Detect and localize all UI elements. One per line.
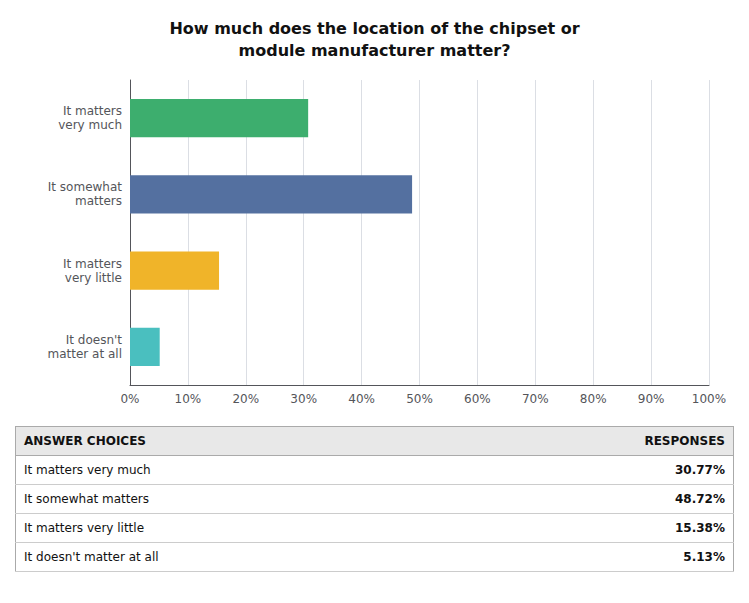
html-text:48.72%: 48.72%: [675, 492, 725, 506]
html-text:30.77%: 30.77%: [675, 463, 725, 477]
svg-text:70%: 70%: [522, 392, 549, 406]
html-text:15.38%: 15.38%: [675, 521, 725, 535]
svg-text:10%: 10%: [175, 392, 202, 406]
svg-text:module manufacturer matter?: module manufacturer matter?: [239, 41, 511, 60]
svg-text:It matters: It matters: [63, 104, 122, 118]
svg-text:20%: 20%: [232, 392, 259, 406]
svg-text:30%: 30%: [290, 392, 317, 406]
html-text:RESPONSES: RESPONSES: [644, 434, 725, 448]
svg-text:very much: very much: [58, 118, 122, 132]
svg-text:0%: 0%: [120, 392, 139, 406]
svg-text:very little: very little: [65, 271, 122, 285]
html-text:It matters very much: It matters very much: [24, 463, 151, 477]
svg-text:40%: 40%: [348, 392, 375, 406]
svg-text:80%: 80%: [580, 392, 607, 406]
svg-text:60%: 60%: [464, 392, 491, 406]
svg-text:It doesn't: It doesn't: [66, 333, 123, 347]
html-text:It matters very little: It matters very little: [24, 521, 144, 535]
svg-text:matter at all: matter at all: [48, 347, 122, 361]
html-text:5.13%: 5.13%: [683, 550, 725, 564]
svg-text:50%: 50%: [406, 392, 433, 406]
svg-text:It matters: It matters: [63, 257, 122, 271]
svg-text:90%: 90%: [638, 392, 665, 406]
svg-text:It somewhat: It somewhat: [48, 180, 122, 194]
html-text:It doesn't matter at all: It doesn't matter at all: [24, 550, 159, 564]
svg-text:How much does the location of: How much does the location of the chipse…: [169, 19, 579, 38]
html-text:It somewhat matters: It somewhat matters: [24, 492, 149, 506]
svg-text:matters: matters: [75, 194, 122, 208]
svg-text:100%: 100%: [692, 392, 726, 406]
html-text:ANSWER CHOICES: ANSWER CHOICES: [24, 434, 146, 448]
